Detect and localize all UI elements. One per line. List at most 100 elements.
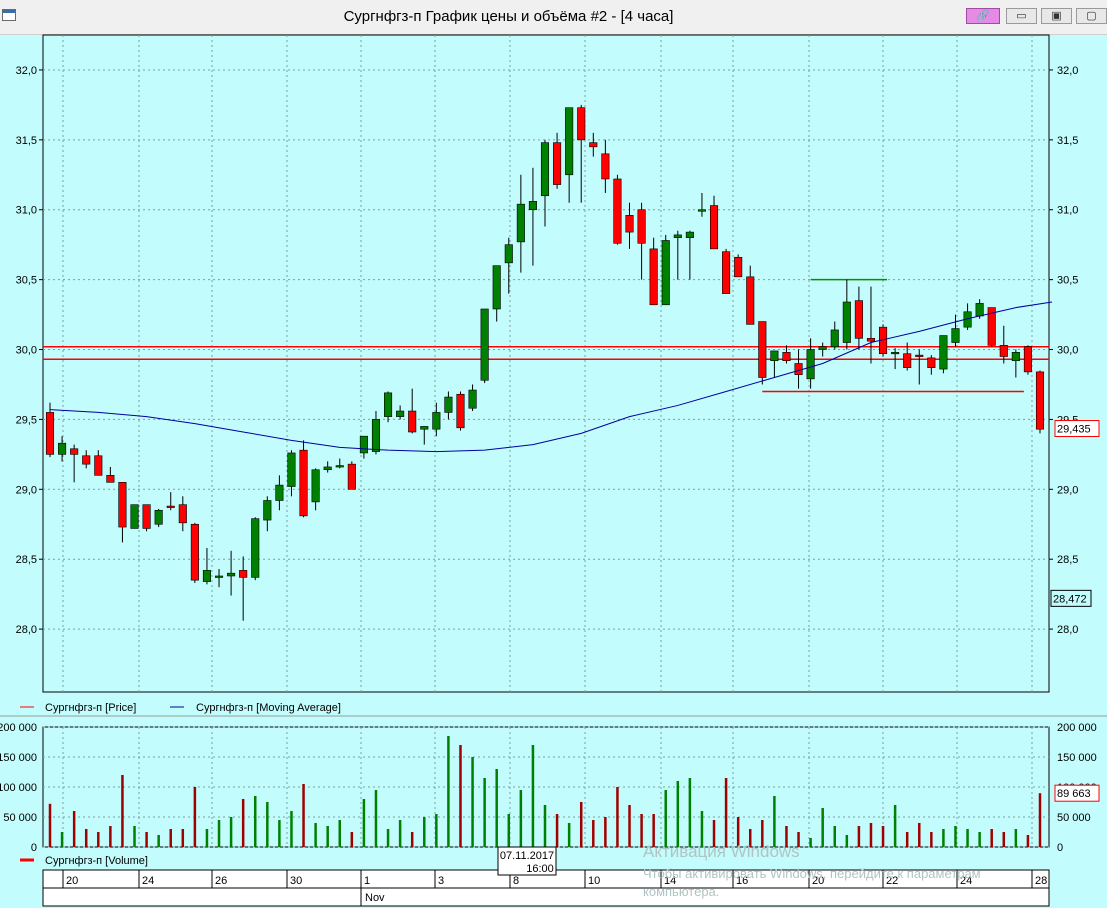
volume-tick-label-left: 0 <box>31 842 37 854</box>
price-tick-label-left: 31,0 <box>16 205 37 217</box>
candle-body <box>649 248 658 306</box>
date-tick-label: 24 <box>960 875 972 887</box>
candle-body <box>927 357 936 368</box>
candle-body <box>82 455 91 465</box>
date-tick-label: 20 <box>812 875 824 887</box>
price-tick-label-right: 30,5 <box>1057 275 1078 287</box>
candle-body <box>371 419 381 452</box>
legend: Сургнфгз-п [Price] Сургнфгз-п [Moving Av… <box>20 702 341 867</box>
price-tick-label-left: 28,5 <box>16 554 37 566</box>
low-price-label: 28,472 <box>1053 593 1087 605</box>
candle-body <box>915 354 924 357</box>
candle-body <box>830 329 839 348</box>
price-tick-label-right: 32,0 <box>1057 65 1078 77</box>
date-tick-label: 22 <box>886 875 898 887</box>
date-tick-label: 10 <box>588 875 600 887</box>
date-tick-label: 30 <box>290 875 302 887</box>
candle-body <box>251 518 260 578</box>
price-legend-label: Сургнфгз-п [Price] <box>45 702 136 714</box>
candle-body <box>94 455 103 476</box>
candle-body <box>299 449 308 517</box>
candle-body <box>227 572 236 577</box>
date-tick-label: 24 <box>142 875 154 887</box>
candle-body <box>504 244 513 264</box>
title-bar[interactable]: Сургнфгз-п График цены и объёма #2 - [4 … <box>0 0 1107 35</box>
pin-button[interactable]: 🔗 <box>966 8 1000 24</box>
moving-average-line <box>49 301 1053 453</box>
price-tick-label-right: 31,0 <box>1057 205 1078 217</box>
candle-body <box>601 153 610 180</box>
date-tick-label: 1 <box>364 875 370 887</box>
candle-body <box>866 338 876 342</box>
volume-tick-label-right: 200 000 <box>1057 722 1097 734</box>
date-tick-label: 16 <box>736 875 748 887</box>
price-tick-label-left: 29,0 <box>16 484 37 496</box>
ma-legend-label: Сургнфгз-п [Moving Average] <box>196 702 341 714</box>
candle-body <box>384 392 393 417</box>
candle-body <box>577 107 586 141</box>
watermark-line2: Чтобы активировать Windows, перейдите к … <box>643 866 981 881</box>
candle-body <box>106 475 115 483</box>
candle-body <box>516 203 525 243</box>
candle-body <box>818 346 827 350</box>
candle-body <box>58 442 67 455</box>
watermark-line1: Активация Windows <box>643 842 800 861</box>
candle-body <box>347 463 356 490</box>
window-title: Сургнфгз-п График цены и объёма #2 - [4 … <box>343 8 674 25</box>
candle-body <box>734 256 743 278</box>
candle-body <box>480 308 489 381</box>
candle-body <box>142 504 151 529</box>
price-tick-label-left: 31,5 <box>16 135 37 147</box>
candle-body <box>806 349 815 380</box>
maximize-button[interactable]: ▣ <box>1041 8 1072 24</box>
candle-body <box>323 466 332 471</box>
candle-body <box>130 504 139 529</box>
volume-tick-label-right: 0 <box>1057 842 1063 854</box>
low-price-badge <box>1050 589 1092 607</box>
price-tick-label-right: 28,5 <box>1057 554 1078 566</box>
current-price-badge <box>1054 420 1100 438</box>
current-volume-label: 89 663 <box>1057 788 1091 800</box>
minimize-button[interactable]: ▭ <box>1006 8 1037 24</box>
candle-body <box>166 505 175 508</box>
date-tick-label: 14 <box>664 875 676 887</box>
candle-body <box>178 504 187 524</box>
candle-body <box>939 335 948 370</box>
candle-body <box>782 352 791 362</box>
price-pane[interactable]: 28,028,028,528,529,029,029,529,530,030,0… <box>16 34 1100 693</box>
date-tick-label: 20 <box>66 875 78 887</box>
date-axis: 20 24 26 30 1 3 8 10 14 16 20 22 24 28 Nov 07.11.201716… <box>42 846 1050 907</box>
candle-body <box>589 142 598 148</box>
volume-tick-label-left: 100 000 <box>0 782 37 794</box>
candle-body <box>263 500 272 521</box>
cursor-date-box <box>497 846 557 876</box>
candle-body <box>722 251 731 294</box>
candle-body <box>420 426 429 430</box>
volume-legend-label: Сургнфгз-п [Volume] <box>45 855 148 867</box>
volume-tick-label-left: 150 000 <box>0 752 37 764</box>
candle-body <box>987 307 996 346</box>
candle-body <box>408 410 417 433</box>
volume-tick-label-right: 150 000 <box>1057 752 1097 764</box>
candle-body <box>637 209 646 244</box>
candle-body <box>1023 346 1032 373</box>
month-label: Nov <box>365 892 385 904</box>
candle-body <box>565 107 574 176</box>
price-plot-area <box>42 34 1050 693</box>
windows-activation-watermark: Активация Windows Чтобы активировать Win… <box>643 842 981 899</box>
date-tick-label: 8 <box>513 875 519 887</box>
candle-body <box>891 352 900 355</box>
date-tick-label: 26 <box>215 875 227 887</box>
price-tick-label-left: 30,5 <box>16 275 37 287</box>
candle-body <box>903 353 912 368</box>
window-icon[interactable] <box>2 9 16 21</box>
candle-body <box>951 328 960 343</box>
cursor-time-label: 16:00 <box>526 863 554 875</box>
volume-tick-label-left: 200 000 <box>0 722 37 734</box>
candle-body <box>685 231 694 238</box>
current-price-label: 29,435 <box>1057 424 1091 436</box>
price-tick-label-left: 32,0 <box>16 65 37 77</box>
candle-body <box>444 396 453 413</box>
